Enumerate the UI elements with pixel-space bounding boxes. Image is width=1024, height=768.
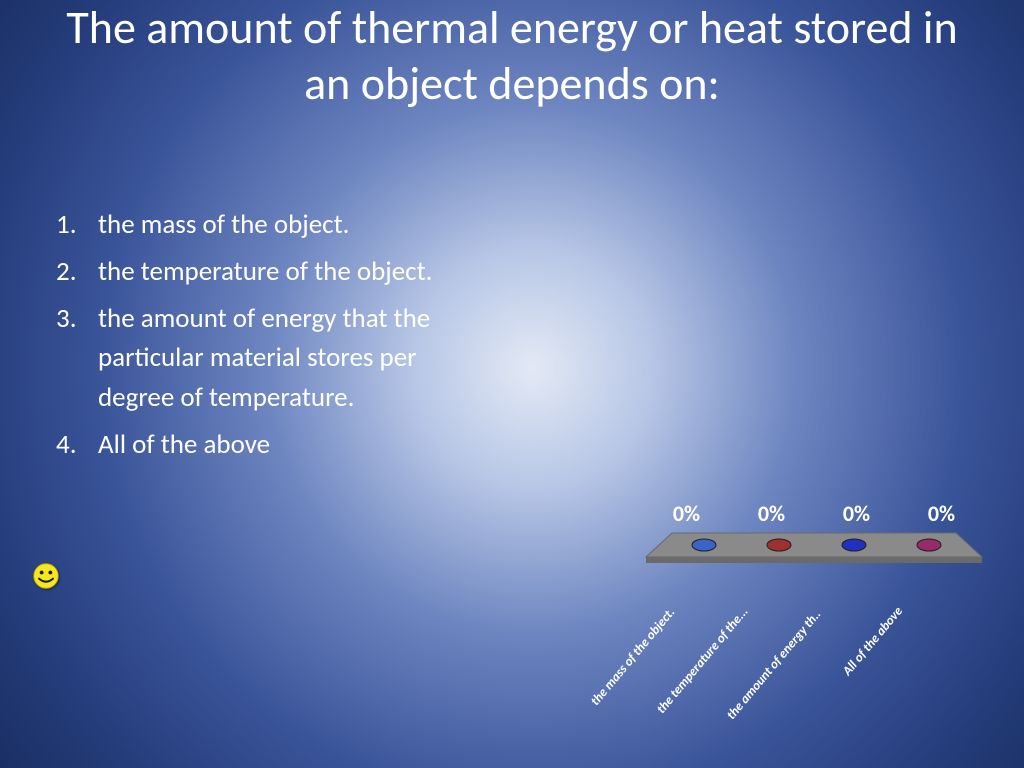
poll-chart: 0% 0% 0% 0% the mass of the object. the … — [644, 500, 984, 741]
slide-title: The amount of thermal energy or heat sto… — [0, 0, 1024, 112]
poll-labels: the mass of the object. the temperature … — [644, 571, 984, 741]
option-4[interactable]: All of the above — [50, 425, 490, 464]
poll-value-3: 0% — [843, 500, 870, 527]
poll-value-4: 0% — [928, 500, 955, 527]
poll-platform — [644, 531, 984, 565]
poll-values: 0% 0% 0% 0% — [644, 500, 984, 527]
poll-label-4: All of the above — [840, 604, 906, 679]
answer-options: the mass of the object. the temperature … — [50, 205, 490, 472]
option-2[interactable]: the temperature of the object. — [50, 252, 490, 291]
correct-answer-icon — [32, 562, 60, 590]
poll-value-1: 0% — [673, 500, 700, 527]
option-1[interactable]: the mass of the object. — [50, 205, 490, 244]
slide: The amount of thermal energy or heat sto… — [0, 0, 1024, 768]
option-3[interactable]: the amount of energy that the particular… — [50, 299, 490, 416]
poll-value-2: 0% — [758, 500, 785, 527]
